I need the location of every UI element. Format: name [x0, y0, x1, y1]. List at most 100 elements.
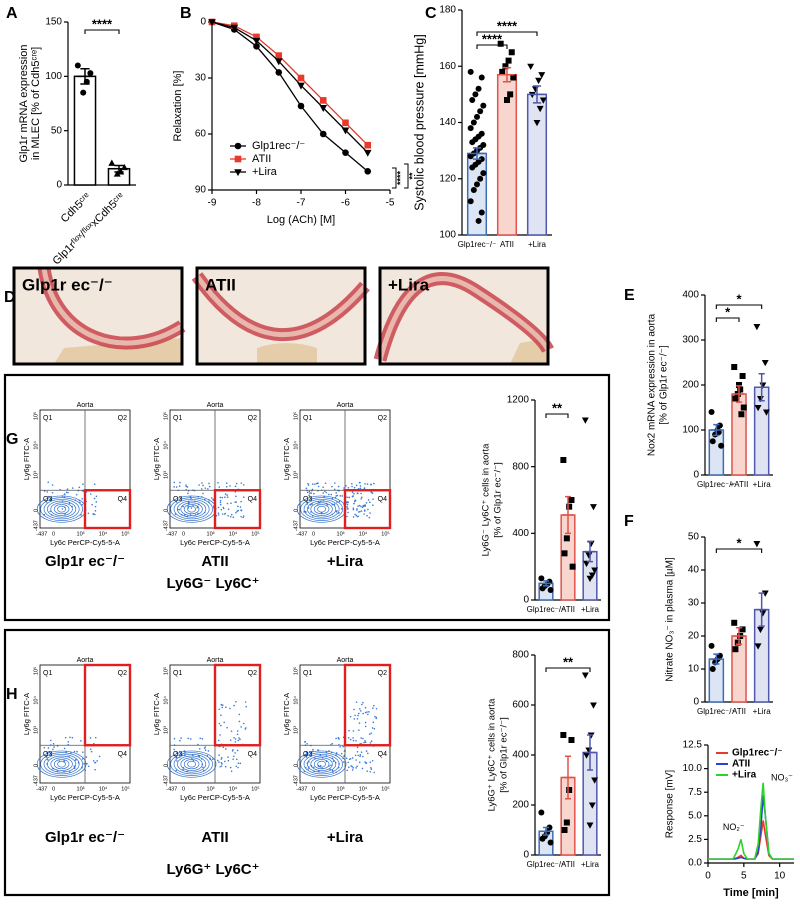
event-dot — [50, 739, 52, 742]
density-contour — [43, 753, 80, 775]
event-dot — [217, 512, 220, 514]
flow-y-tick-label: 0 — [33, 509, 39, 512]
event-dot — [229, 707, 231, 710]
y-tick-label: 400 — [512, 750, 529, 761]
event-dot — [306, 491, 309, 494]
flow-y-tick-label: 10⁴ — [162, 441, 169, 450]
flow-x-tick-label: 10³ — [337, 531, 345, 537]
event-dot — [224, 760, 226, 763]
event-dot — [47, 495, 50, 498]
event-dot — [229, 485, 231, 487]
event-dot — [98, 755, 101, 758]
event-dot — [339, 746, 341, 748]
data-point — [754, 643, 762, 650]
data-point — [569, 563, 576, 570]
data-point — [561, 827, 568, 833]
event-dot — [364, 761, 366, 763]
event-dot — [357, 712, 360, 715]
event-dot — [185, 485, 188, 488]
event-dot — [85, 756, 88, 758]
event-dot — [358, 511, 360, 513]
flow-x-label: Ly6c PerCP-Cy5-5-A — [310, 793, 380, 802]
event-dot — [230, 502, 232, 504]
event-dot — [346, 515, 348, 518]
data-point — [510, 74, 517, 81]
data-point — [364, 141, 372, 149]
data-point — [560, 732, 567, 738]
flow-x-tick-label: 10⁴ — [229, 785, 238, 792]
event-dot — [179, 481, 181, 484]
event-dot — [366, 514, 368, 517]
event-dot — [365, 501, 368, 504]
event-dot — [224, 493, 227, 495]
event-dot — [67, 491, 69, 494]
event-dot — [369, 512, 371, 514]
event-dot — [234, 738, 237, 740]
flow-y-tick-label: 10⁴ — [162, 696, 169, 705]
event-dot — [367, 713, 369, 716]
event-dot — [360, 510, 363, 512]
event-dot — [219, 499, 222, 502]
event-dot — [352, 767, 355, 769]
event-dot — [348, 496, 350, 499]
event-dot — [218, 754, 220, 756]
event-dot — [345, 484, 347, 487]
y-axis-label: Relaxation [%] — [172, 71, 184, 142]
event-dot — [234, 485, 237, 488]
vessel-wall-inner — [377, 276, 551, 361]
flow-y-label: Ly6g FITC-A — [282, 438, 291, 480]
data-point — [538, 72, 546, 79]
event-dot — [236, 749, 239, 752]
event-dot — [95, 501, 98, 503]
event-dot — [51, 484, 54, 486]
event-dot — [91, 503, 93, 506]
event-dot — [366, 483, 369, 485]
event-dot — [351, 485, 353, 488]
panel-letter: H — [6, 686, 18, 703]
significance-bracket — [476, 31, 538, 36]
event-dot — [198, 484, 200, 486]
density-contour — [40, 752, 83, 776]
flow-y-tick-label: -437 — [33, 520, 39, 531]
quadrant-label: Q2 — [248, 670, 257, 677]
event-dot — [240, 726, 242, 728]
data-point — [364, 168, 372, 175]
event-dot — [360, 737, 362, 739]
event-dot — [227, 756, 229, 758]
event-dot — [47, 481, 50, 484]
event-dot — [92, 760, 95, 762]
flow-y-tick-label: 0 — [293, 509, 299, 512]
event-dot — [364, 483, 366, 485]
y-axis-label: Nox2 mRNA expression in aorta — [647, 313, 658, 456]
event-dot — [230, 770, 233, 772]
flow-y-label: Ly6g FITC-A — [152, 693, 161, 735]
error-bar — [710, 423, 722, 437]
event-dot — [343, 755, 345, 758]
event-dot — [330, 764, 332, 766]
event-dot — [235, 758, 238, 761]
flow-x-tick-label: 10⁴ — [359, 785, 368, 792]
data-point — [469, 97, 476, 103]
event-dot — [357, 505, 359, 507]
density-contour — [57, 760, 66, 768]
event-dot — [226, 496, 229, 498]
event-dot — [312, 483, 314, 485]
event-dot — [313, 766, 315, 769]
y-tick-label: 7.5 — [688, 787, 702, 798]
image-caption: ATII — [205, 275, 236, 294]
flow-y-tick-label: -437 — [163, 520, 169, 531]
event-dot — [89, 737, 92, 739]
data-point — [480, 102, 487, 109]
data-point — [467, 153, 474, 160]
event-dot — [234, 741, 237, 743]
event-dot — [173, 737, 176, 740]
event-dot — [229, 739, 232, 741]
y-axis-label: Systolic blood pressure [mmHg] — [412, 34, 426, 210]
x-tick-label: 5 — [741, 871, 747, 882]
event-dot — [208, 485, 211, 488]
y-tick-label: 50 — [688, 532, 700, 543]
event-dot — [370, 767, 372, 769]
significance-bracket — [715, 548, 763, 553]
event-dot — [240, 515, 242, 518]
